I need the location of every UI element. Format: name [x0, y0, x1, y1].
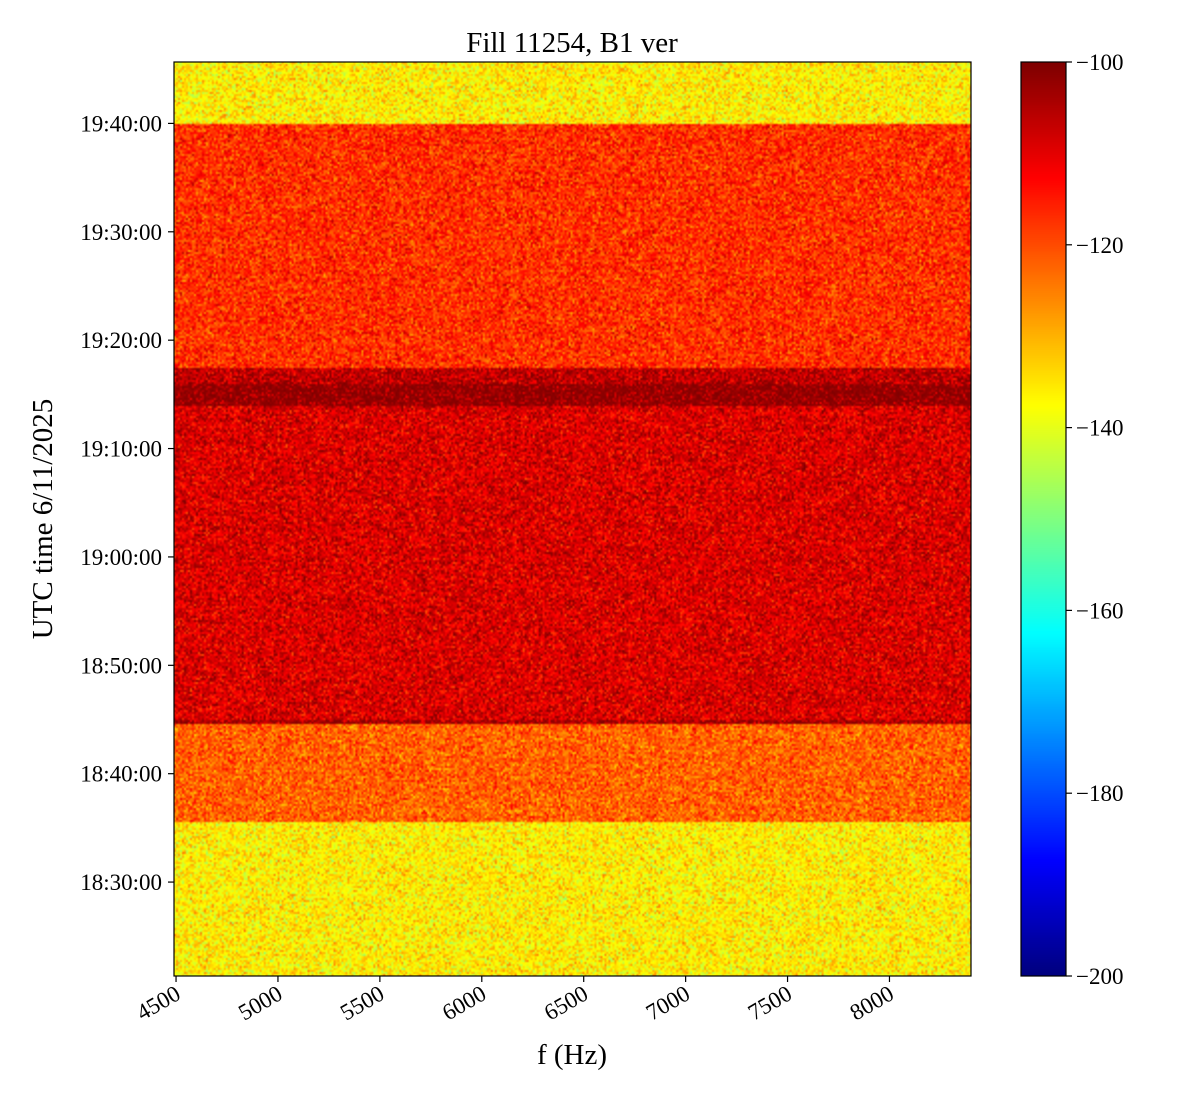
y-tick-label: 18:30:00 — [80, 870, 162, 895]
y-tick-label: 19:20:00 — [80, 328, 162, 353]
x-axis-label: f (Hz) — [537, 1039, 607, 1071]
y-tick-label: 19:10:00 — [80, 437, 162, 462]
heatmap-plot-area — [173, 61, 972, 977]
spectrogram-heatmap — [174, 62, 971, 976]
y-tick-label: 19:30:00 — [80, 220, 162, 245]
colorbar-frame — [1020, 61, 1067, 977]
x-tick-label: 8000 — [846, 981, 898, 1026]
y-axis: 18:30:00 18:40:00 18:50:00 19:00:00 19:10:00… — [80, 111, 174, 895]
x-tick-label: 4500 — [132, 981, 184, 1026]
y-axis-label: UTC time 6/11/2025 — [27, 399, 59, 640]
colorbar-axis: −100 −120 −140 −160 −180 −200 — [1066, 50, 1123, 989]
colorbar-tick-label: −120 — [1076, 233, 1123, 258]
plot-frame — [173, 61, 972, 977]
x-axis: 4500 5000 5500 6000 6500 7000 7500 8000 — [132, 976, 898, 1025]
colorbar: −100 −120 −140 −160 −180 −200 — [1020, 50, 1123, 989]
x-tick-label: 7500 — [744, 981, 796, 1026]
colorbar-tick-label: −100 — [1076, 50, 1123, 75]
x-tick-label: 7000 — [642, 981, 694, 1026]
y-tick-label: 18:50:00 — [80, 653, 162, 678]
x-tick-label: 6000 — [438, 981, 490, 1026]
x-tick-label: 5500 — [336, 981, 388, 1026]
x-tick-label: 5000 — [234, 981, 286, 1026]
colorbar-gradient — [1021, 62, 1066, 976]
colorbar-tick-label: −160 — [1076, 598, 1123, 623]
x-tick-label: 6500 — [540, 981, 592, 1026]
chart-title: Fill 11254, B1 ver — [466, 27, 678, 59]
y-tick-label: 19:00:00 — [80, 545, 162, 570]
y-tick-label: 19:40:00 — [80, 111, 162, 136]
y-tick-label: 18:40:00 — [80, 762, 162, 787]
colorbar-tick-label: −140 — [1076, 416, 1123, 441]
colorbar-tick-label: −200 — [1076, 964, 1123, 989]
colorbar-tick-label: −180 — [1076, 781, 1123, 806]
